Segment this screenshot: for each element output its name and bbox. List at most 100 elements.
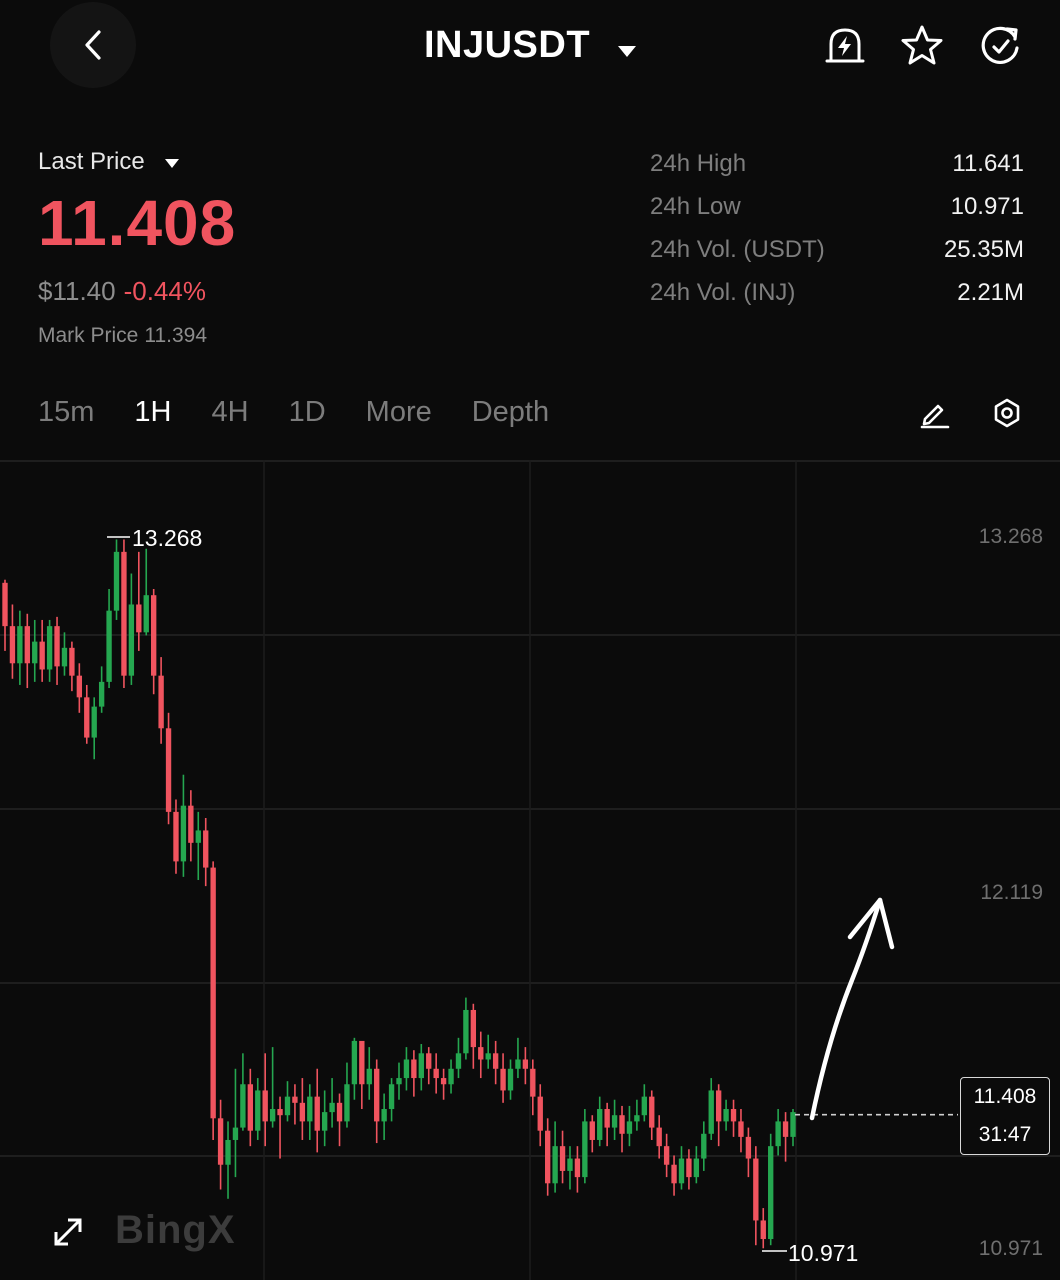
interval-tabs: 15m 1H 4H 1D More Depth xyxy=(38,396,589,429)
candle-body xyxy=(344,1084,350,1122)
candle-body xyxy=(292,1096,298,1103)
candle xyxy=(715,1084,722,1147)
candle-body xyxy=(232,1127,239,1140)
candle xyxy=(9,604,16,679)
stat-value: 10.971 xyxy=(950,193,1024,220)
candle-body xyxy=(336,1102,343,1122)
candle-body xyxy=(210,867,216,1119)
candle-body xyxy=(136,604,142,633)
candle xyxy=(2,579,8,651)
candle-body xyxy=(188,805,194,843)
candle-body xyxy=(589,1121,595,1140)
stats-panel: 24h High 11.641 24h Low 10.971 24h Vol. (U… xyxy=(650,150,1024,322)
high-marker-label: 13.268 xyxy=(132,525,203,551)
candle-body xyxy=(307,1096,313,1122)
candle-body xyxy=(403,1059,410,1079)
candle-body xyxy=(195,830,201,843)
candle xyxy=(641,1084,647,1122)
candle-body xyxy=(366,1068,372,1085)
candle xyxy=(426,1047,432,1085)
candle-body xyxy=(173,811,179,862)
candle-body xyxy=(753,1158,759,1221)
candle xyxy=(262,1053,268,1147)
candle xyxy=(671,1155,677,1196)
back-arrow-icon xyxy=(85,30,101,60)
tab-4h[interactable]: 4H xyxy=(211,396,249,428)
candle-body xyxy=(24,626,30,664)
candle-body xyxy=(54,626,60,667)
candle-body xyxy=(671,1164,677,1184)
mark-price-label: Mark Price xyxy=(38,324,139,347)
stat-label: 24h Low xyxy=(650,193,741,220)
candle-body xyxy=(470,1009,477,1048)
stat-value: 25.35M xyxy=(943,236,1024,263)
drawn-arrow-head xyxy=(847,897,895,950)
candle-body xyxy=(715,1090,722,1122)
candle-body xyxy=(768,1146,774,1240)
refresh-icon[interactable] xyxy=(976,22,1024,70)
mark-price-value: 11.394 xyxy=(144,324,208,347)
candle-body xyxy=(269,1109,276,1122)
candle-body xyxy=(708,1090,714,1134)
candle xyxy=(440,1068,447,1100)
candle-body xyxy=(203,830,209,868)
candle-body xyxy=(507,1068,514,1091)
star-icon[interactable] xyxy=(898,22,946,70)
candlestick-chart[interactable] xyxy=(0,460,1060,1280)
candle-body xyxy=(641,1096,647,1116)
candle xyxy=(723,1099,729,1131)
fullscreen-expand-icon[interactable] xyxy=(50,1214,86,1250)
stat-24h-high: 24h High 11.641 xyxy=(650,150,1024,193)
pencil-draw-icon[interactable] xyxy=(916,395,952,431)
candle xyxy=(151,589,157,695)
candle-body xyxy=(240,1084,246,1128)
last-price-selector[interactable]: Last Price xyxy=(38,148,180,176)
candle xyxy=(269,1047,276,1128)
tab-1h[interactable]: 1H xyxy=(134,396,172,428)
candle-body xyxy=(76,675,83,698)
candle xyxy=(388,1078,395,1122)
candle-body xyxy=(128,604,135,676)
candle xyxy=(39,619,45,682)
candle-body xyxy=(485,1053,491,1060)
price-alert-bell-icon[interactable] xyxy=(821,22,869,70)
candle-body xyxy=(418,1053,424,1079)
candle xyxy=(656,1115,662,1159)
tab-depth[interactable]: Depth xyxy=(471,396,550,428)
candle xyxy=(448,1059,454,1094)
candle xyxy=(530,1059,536,1116)
settings-hex-icon[interactable] xyxy=(989,395,1025,431)
candle-body xyxy=(151,595,157,676)
candle xyxy=(173,799,179,874)
candle xyxy=(768,1133,774,1246)
candle xyxy=(76,663,83,713)
candle-body xyxy=(388,1084,395,1110)
tab-15m[interactable]: 15m xyxy=(38,396,95,428)
candle xyxy=(321,1090,328,1147)
candle xyxy=(217,1099,224,1190)
candle xyxy=(374,1059,380,1144)
candle-body xyxy=(106,610,112,682)
candle xyxy=(240,1053,246,1131)
candle xyxy=(663,1133,670,1178)
candle-body xyxy=(574,1158,581,1178)
candle-body xyxy=(396,1078,402,1085)
candle xyxy=(745,1127,752,1178)
candle xyxy=(381,1093,387,1140)
candle xyxy=(121,539,127,689)
candle xyxy=(307,1084,313,1140)
symbol-selector[interactable]: INJUSDT xyxy=(0,24,1060,68)
candle-body xyxy=(411,1059,417,1079)
candle-body xyxy=(537,1096,543,1131)
back-button[interactable] xyxy=(50,2,136,88)
candle-body xyxy=(314,1096,320,1131)
candle-body xyxy=(492,1053,499,1069)
tab-1d[interactable]: 1D xyxy=(288,396,326,428)
candle-body xyxy=(530,1068,536,1097)
tab-more[interactable]: More xyxy=(365,396,432,428)
candle xyxy=(597,1096,603,1147)
candle-countdown: 31:47 xyxy=(978,1123,1032,1146)
stat-label: 24h High xyxy=(650,150,747,177)
stat-label: 24h Vol. (INJ) xyxy=(650,279,796,306)
candle xyxy=(678,1146,685,1190)
